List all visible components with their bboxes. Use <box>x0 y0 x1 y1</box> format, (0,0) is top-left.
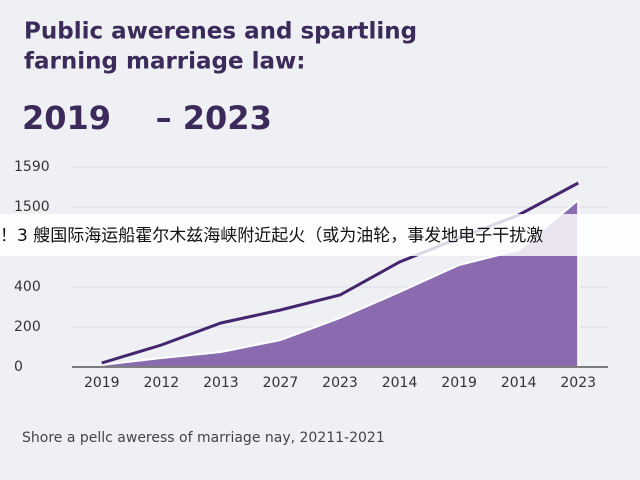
x-tick-label: 2019 <box>84 375 120 391</box>
plot: 0 200 400 1500 1590 2019 2012 2013 2027 2023 2014 2… <box>14 159 608 391</box>
banner <box>0 214 640 256</box>
y-tick-label: 1590 <box>14 159 50 175</box>
y-tick-label: 400 <box>14 279 41 295</box>
x-tick-label: 2012 <box>144 375 180 391</box>
x-tick-label: 2023 <box>560 375 596 391</box>
chart-title-line2: farning marriage law: <box>24 49 305 75</box>
x-tick-label: 2019 <box>441 375 477 391</box>
y-tick-label: 0 <box>14 359 23 375</box>
y-tick-label: 1500 <box>14 199 50 215</box>
x-tick-label: 2014 <box>382 375 418 391</box>
chart-title: Public awerenes and spartling <box>24 19 417 45</box>
x-tick-label: 2013 <box>203 375 239 391</box>
x-tick-label: 2027 <box>263 375 299 391</box>
y-tick-label: 200 <box>14 319 41 335</box>
banner-text: ！3 艘国际海运船霍尔木兹海峡附近起火（或为油轮，事发地电子干扰激 <box>0 226 543 246</box>
caption: Shore a pellc aweress of marriage nay, 2… <box>22 430 385 446</box>
chart-subtitle: 2019 – 2023 <box>22 99 272 137</box>
x-tick-label: 2014 <box>501 375 537 391</box>
x-tick-label: 2023 <box>322 375 358 391</box>
